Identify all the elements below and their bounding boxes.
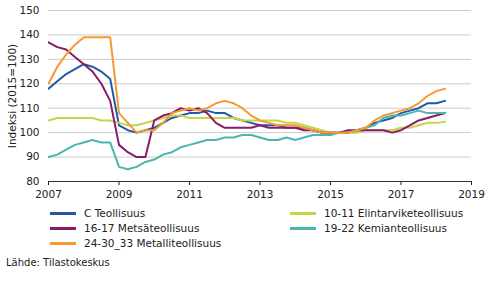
svg-text:2013: 2013 (247, 188, 274, 200)
svg-text:Indeksi (2015=100): Indeksi (2015=100) (6, 44, 18, 148)
svg-text:100: 100 (19, 126, 39, 138)
svg-text:140: 140 (19, 28, 39, 40)
svg-text:80: 80 (26, 175, 39, 187)
html-text:19-22 Kemianteollisuus: 19-22 Kemianteollisuus (324, 222, 447, 234)
svg-text:2019: 2019 (458, 188, 485, 200)
svg-text:2011: 2011 (176, 188, 203, 200)
html-text:C Teollisuus: C Teollisuus (84, 207, 146, 219)
svg-text:2017: 2017 (388, 188, 415, 200)
svg-text:130: 130 (19, 53, 39, 65)
svg-text:150: 150 (19, 4, 39, 16)
svg-text:2007: 2007 (35, 188, 62, 200)
svg-text:2009: 2009 (106, 188, 133, 200)
svg-text:120: 120 (19, 77, 39, 89)
html-text:24-30_33 Metalliteollisuus: 24-30_33 Metalliteollisuus (84, 237, 222, 249)
html-text:10-11 Elintarviketeollisuus: 10-11 Elintarviketeollisuus (324, 207, 464, 219)
html-text:Lähde: Tilastokeskus: Lähde: Tilastokeskus (6, 257, 110, 268)
svg-text:110: 110 (19, 102, 39, 114)
svg-text:2015: 2015 (317, 188, 344, 200)
html-text:16-17 Metsäteollisuus: 16-17 Metsäteollisuus (84, 222, 200, 234)
svg-text:90: 90 (26, 150, 39, 162)
